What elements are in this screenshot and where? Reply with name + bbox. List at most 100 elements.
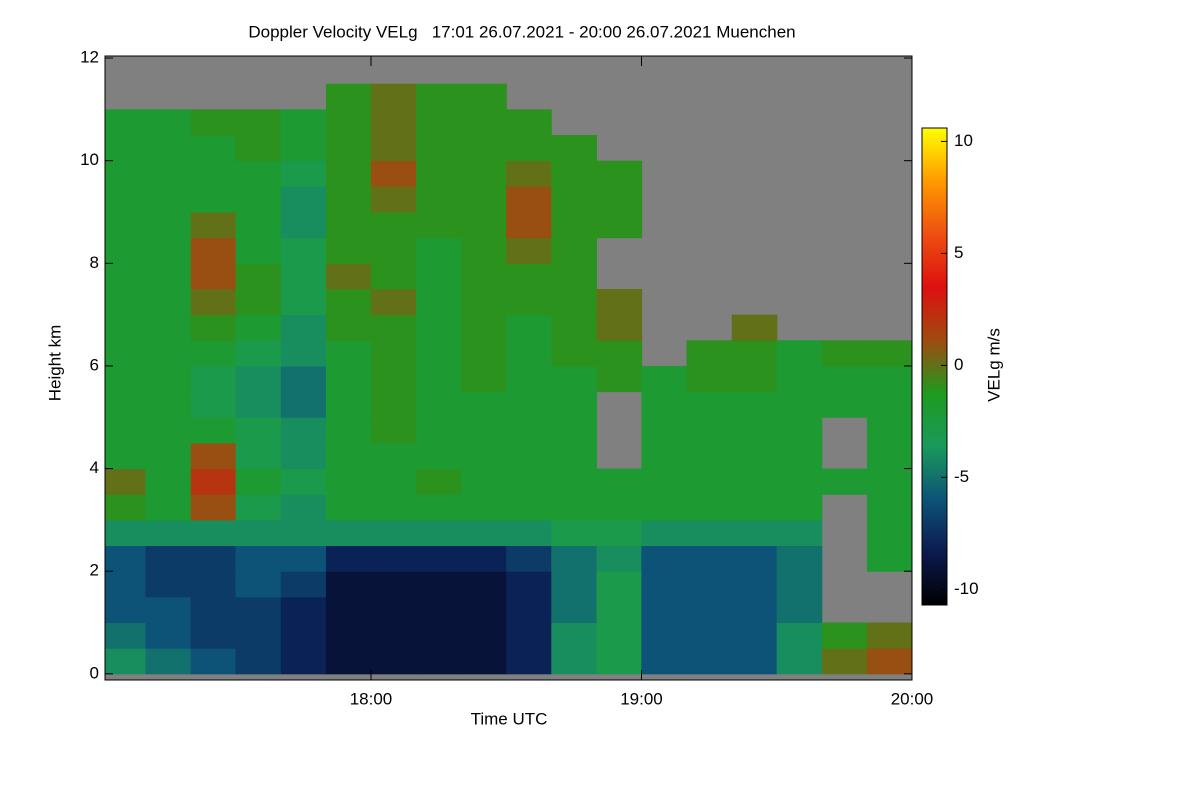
heatmap-cell	[641, 494, 688, 521]
heatmap-cell	[596, 186, 643, 213]
heatmap-cell	[105, 519, 147, 547]
heatmap-cell	[325, 648, 372, 675]
heatmap-cell	[190, 186, 237, 213]
heatmap-cell	[145, 519, 192, 547]
heatmap-cell	[105, 160, 147, 187]
heatmap-cell	[731, 442, 778, 470]
heatmap-cell	[551, 596, 597, 624]
heatmap-cell	[280, 186, 327, 213]
heatmap-cell	[280, 314, 327, 341]
heatmap-cell	[370, 417, 417, 444]
heatmap-cell	[280, 237, 327, 264]
heatmap-cell	[105, 391, 147, 418]
heatmap-cell	[866, 622, 912, 649]
colorbar-tick-label: 10	[954, 131, 973, 150]
heatmap-cell	[686, 365, 733, 393]
heatmap-cell	[416, 468, 462, 495]
heatmap-cell	[325, 135, 372, 162]
y-tick-label: 2	[90, 561, 99, 580]
heatmap-cell	[776, 442, 823, 470]
heatmap-cell	[145, 648, 192, 675]
heatmap-cell	[190, 288, 237, 316]
heatmap-cell	[416, 519, 462, 547]
heatmap-cell	[105, 468, 147, 495]
heatmap-cell	[776, 417, 823, 444]
heatmap-cell	[280, 622, 327, 649]
heatmap-cell	[235, 365, 282, 393]
y-tick-label: 8	[90, 253, 99, 272]
heatmap-cell	[416, 365, 462, 393]
heatmap-cell	[235, 622, 282, 649]
heatmap-cell	[776, 340, 823, 367]
heatmap-cell	[105, 417, 147, 444]
heatmap-cell	[866, 391, 912, 418]
heatmap-cell	[190, 391, 237, 418]
heatmap-cell	[416, 545, 462, 572]
heatmap-cell	[105, 263, 147, 290]
heatmap-cell	[145, 340, 192, 367]
heatmap-cell	[280, 391, 327, 418]
heatmap-cell	[370, 648, 417, 675]
heatmap-cell	[776, 468, 823, 495]
heatmap-cell	[370, 442, 417, 470]
heatmap-cell	[105, 212, 147, 239]
heatmap-cell	[506, 314, 552, 341]
heatmap-cell	[596, 494, 643, 521]
heatmap-cell	[551, 622, 597, 649]
heatmap-cell	[686, 571, 733, 598]
heatmap-cell	[866, 417, 912, 444]
heatmap-cell	[235, 442, 282, 470]
colorbar	[921, 127, 948, 606]
heatmap-cell	[461, 365, 507, 393]
heatmap-cell	[370, 365, 417, 393]
heatmap-cell	[280, 468, 327, 495]
heatmap-cell	[551, 494, 597, 521]
heatmap-cell	[190, 160, 237, 187]
heatmap-cell	[731, 622, 778, 649]
heatmap-cell	[506, 237, 552, 264]
heatmap-cell	[461, 212, 507, 239]
heatmap-cell	[641, 571, 688, 598]
heatmap-cell	[325, 109, 372, 136]
heatmap-cell	[370, 135, 417, 162]
heatmap-cell	[325, 468, 372, 495]
heatmap-cell	[461, 340, 507, 367]
heatmap-cell	[506, 571, 552, 598]
heatmap-cell	[190, 365, 237, 393]
heatmap-cell	[596, 648, 643, 675]
plot-frame	[104, 55, 913, 681]
heatmap-cell	[461, 417, 507, 444]
heatmap-cell	[190, 237, 237, 264]
heatmap-cell	[190, 263, 237, 290]
heatmap-cell	[370, 212, 417, 239]
heatmap-cell	[731, 468, 778, 495]
heatmap-cell	[731, 571, 778, 598]
heatmap-cell	[686, 545, 733, 572]
heatmap-cell	[596, 596, 643, 624]
heatmap-cell	[731, 365, 778, 393]
y-tick-label: 12	[80, 48, 99, 67]
heatmap-cell	[461, 442, 507, 470]
heatmap-cell	[821, 468, 868, 495]
heatmap-cell	[596, 288, 643, 316]
heatmap-cell	[461, 648, 507, 675]
colorbar-tick-label: 5	[954, 243, 963, 262]
heatmap-cell	[145, 442, 192, 470]
heatmap-cell	[235, 596, 282, 624]
heatmap-cell	[551, 545, 597, 572]
heatmap-cell	[461, 263, 507, 290]
heatmap-cell	[551, 160, 597, 187]
heatmap-cell	[641, 417, 688, 444]
heatmap-cell	[461, 596, 507, 624]
heatmap-cell	[370, 519, 417, 547]
heatmap-cell	[145, 314, 192, 341]
heatmap-cell	[461, 135, 507, 162]
heatmap-cell	[145, 365, 192, 393]
heatmap-cell	[280, 417, 327, 444]
heatmap-cell	[506, 391, 552, 418]
heatmap-cell	[325, 237, 372, 264]
heatmap-cell	[280, 519, 327, 547]
heatmap-cell	[190, 109, 237, 136]
heatmap-cell	[325, 596, 372, 624]
heatmap-cell	[506, 494, 552, 521]
